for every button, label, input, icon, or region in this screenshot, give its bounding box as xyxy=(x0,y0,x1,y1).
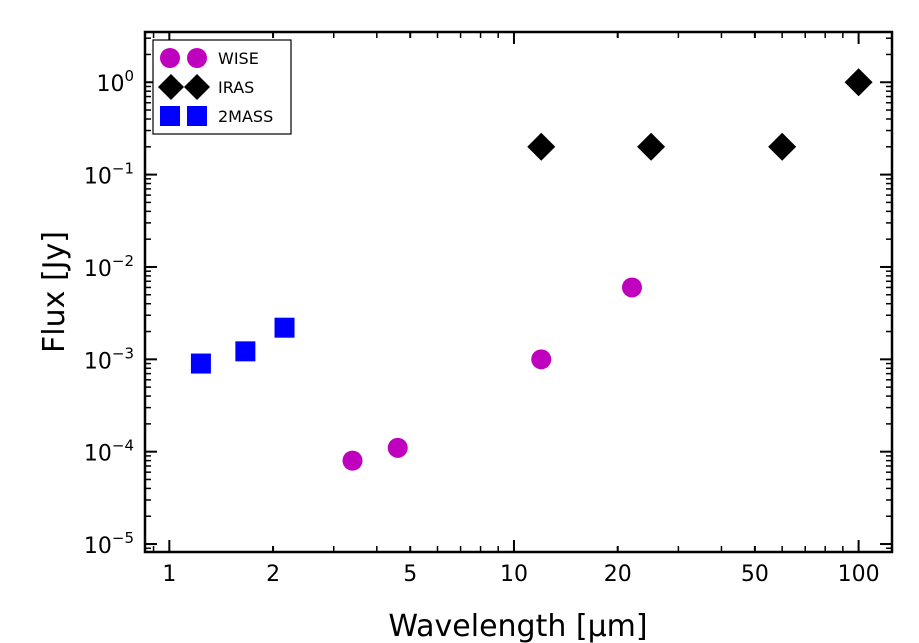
x-tick-label: 20 xyxy=(604,562,632,587)
legend-marker-2mass xyxy=(187,106,207,126)
point-iras xyxy=(637,132,666,161)
y-tick-label: 10−4 xyxy=(84,437,134,467)
legend: WISE IRAS 2MASS xyxy=(152,39,292,135)
point-iras xyxy=(527,132,556,161)
legend-marker-wise xyxy=(160,48,180,68)
point-iras xyxy=(768,132,797,161)
legend-label-wise: WISE xyxy=(218,49,259,68)
x-tick-labels: 1 2 5 10 20 50 100 xyxy=(162,562,879,587)
legend-label-2mass: 2MASS xyxy=(218,107,273,126)
legend-marker-iras xyxy=(184,74,210,100)
point-2mass xyxy=(235,341,256,362)
plot-frame xyxy=(143,30,894,554)
legend-marker-wise xyxy=(187,48,207,68)
y-tick-label: 10−5 xyxy=(84,529,134,559)
x-tick-label: 50 xyxy=(741,562,769,587)
y-tick-label: 10−2 xyxy=(84,252,134,282)
y-axis-label: Flux [Jy] xyxy=(37,231,72,353)
point-wise xyxy=(621,277,642,298)
x-tick-label: 10 xyxy=(500,562,528,587)
point-2mass xyxy=(190,353,211,374)
point-wise xyxy=(342,450,363,471)
legend-marker-iras xyxy=(158,74,184,100)
y-tick-labels: 100 10−1 10−2 10−3 10−4 10−5 xyxy=(84,67,134,559)
legend-label-iras: IRAS xyxy=(218,78,254,97)
legend-entries xyxy=(158,48,210,126)
point-2mass xyxy=(274,317,295,338)
y-tick-label: 10−1 xyxy=(84,160,134,190)
point-wise xyxy=(387,437,408,458)
x-axis-label: Wavelength [μm] xyxy=(388,609,647,643)
x-tick-label: 5 xyxy=(403,562,417,587)
data-points xyxy=(190,68,873,471)
legend-marker-2mass xyxy=(160,106,180,126)
y-tick-label: 10−3 xyxy=(84,344,134,374)
x-tick-label: 100 xyxy=(838,562,880,587)
x-tick-label: 1 xyxy=(162,562,176,587)
y-tick-label: 100 xyxy=(96,67,134,97)
x-tick-label: 2 xyxy=(266,562,280,587)
point-wise xyxy=(531,349,552,370)
point-iras xyxy=(844,68,873,97)
